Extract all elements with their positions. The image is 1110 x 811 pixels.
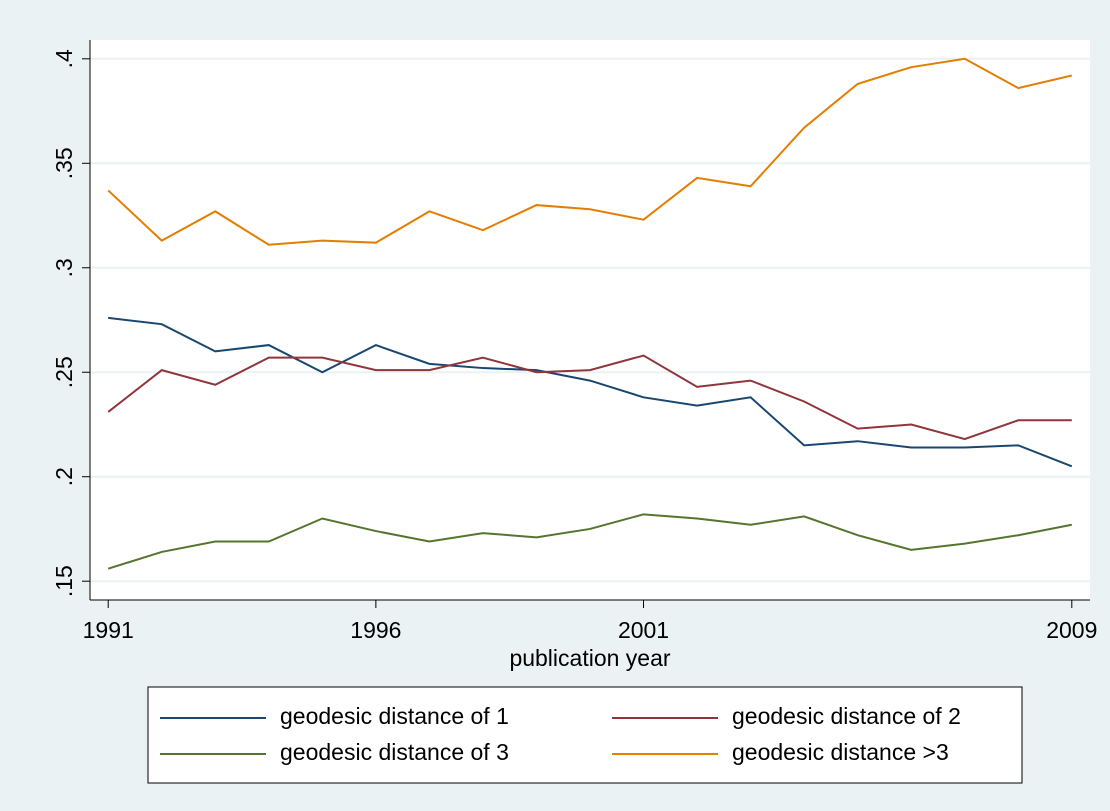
- x-tick-label: 1996: [350, 617, 401, 643]
- y-tick-label: .3: [51, 258, 77, 277]
- x-tick-label: 1991: [83, 617, 134, 643]
- x-axis-title: publication year: [509, 645, 670, 671]
- x-tick-label: 2009: [1046, 617, 1097, 643]
- x-tick-label: 2001: [618, 617, 669, 643]
- legend-label: geodesic distance >3: [732, 739, 949, 765]
- series-line: [108, 316, 1073, 468]
- legend-label: geodesic distance of 3: [280, 739, 509, 765]
- y-tick-label: .15: [51, 565, 77, 597]
- legend-label: geodesic distance of 2: [732, 703, 961, 729]
- y-tick-label: .35: [51, 147, 77, 179]
- series-line: [107, 354, 1072, 441]
- series-line: [107, 57, 1073, 246]
- y-tick-label: .25: [51, 356, 77, 388]
- legend-label: geodesic distance of 1: [280, 703, 509, 729]
- legend: [147, 686, 1023, 784]
- plot-area: [90, 40, 1090, 600]
- series-line: [107, 513, 1072, 570]
- y-tick-label: .4: [51, 49, 77, 68]
- y-tick-label: .2: [51, 467, 77, 486]
